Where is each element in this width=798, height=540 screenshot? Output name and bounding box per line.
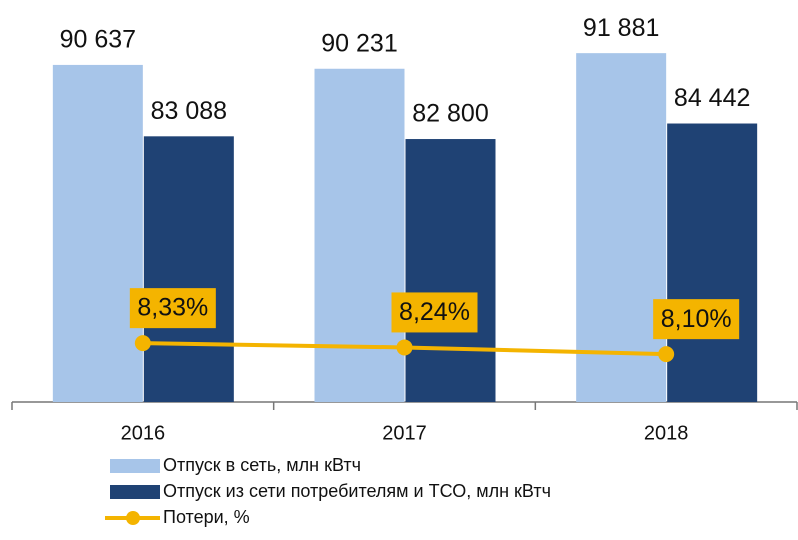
value-label: 84 442	[674, 84, 750, 112]
label-box	[391, 292, 478, 333]
value-label: 8,10%	[661, 305, 732, 333]
value-label: 91 881	[583, 14, 659, 42]
bar	[143, 136, 234, 403]
bar	[52, 64, 143, 403]
legend-label: Отпуск в сеть, млн кВтч	[163, 455, 361, 475]
point	[134, 335, 151, 352]
point	[658, 346, 675, 363]
label-box	[653, 299, 740, 340]
value-label: 90 231	[321, 29, 397, 57]
bar	[667, 123, 758, 403]
value-label: 8,33%	[137, 294, 208, 322]
value-label: 8,24%	[399, 298, 470, 326]
legend-label: Отпуск из сети потребителям и ТСО, млн к…	[163, 481, 551, 501]
point	[396, 339, 413, 356]
x-tick-label: 2016	[121, 422, 166, 444]
value-label: 83 088	[151, 97, 227, 125]
bar	[405, 139, 496, 402]
bar	[576, 53, 667, 402]
label-box	[129, 288, 216, 329]
legend-label: Потери, %	[163, 507, 250, 527]
value-label: 90 637	[60, 26, 136, 54]
legend-swatch	[110, 459, 160, 473]
bar	[314, 68, 405, 402]
legend-swatch	[110, 485, 160, 499]
x-tick-label: 2017	[382, 422, 427, 444]
value-label: 82 800	[412, 100, 488, 128]
legend-marker	[126, 511, 140, 525]
x-tick-label: 2018	[644, 422, 689, 444]
